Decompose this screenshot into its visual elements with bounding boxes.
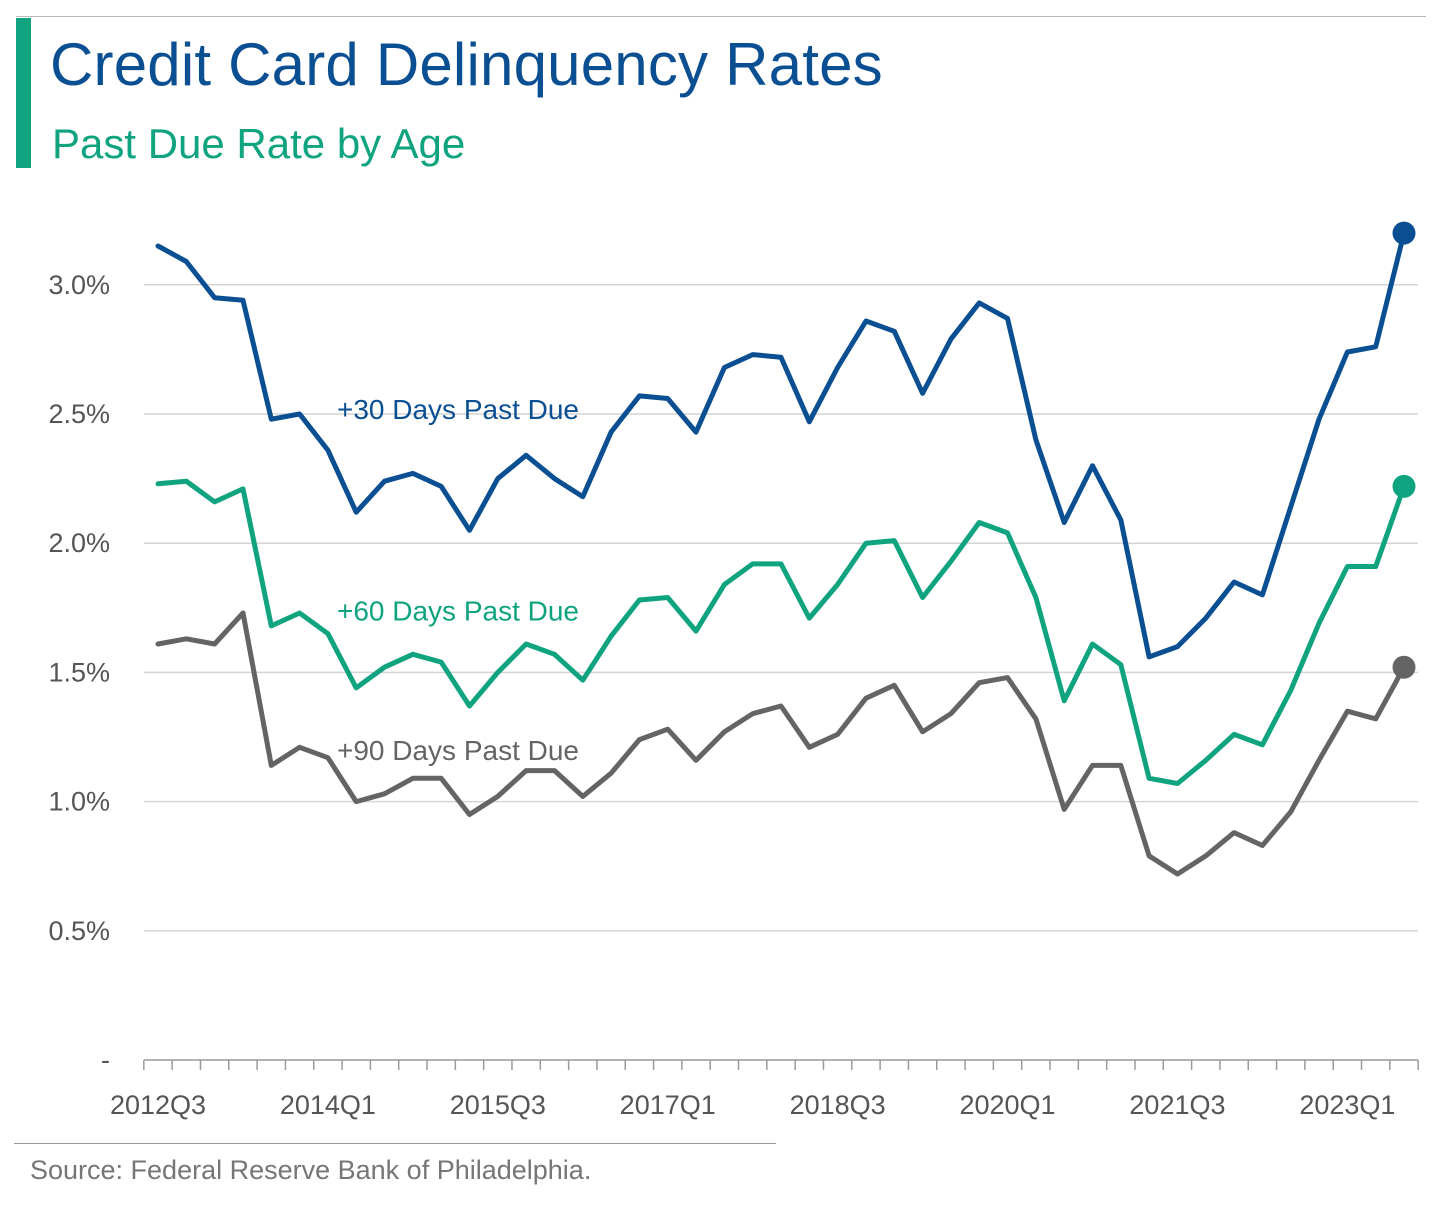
y-tick-label: 3.0%: [48, 270, 110, 300]
series-lines: [155, 221, 1416, 877]
series-30-days-line: [155, 230, 1407, 660]
series-30-days-label: +30 Days Past Due: [337, 394, 579, 425]
y-tick-label: 0.5%: [48, 916, 110, 946]
series-60-days-endpoint: [1392, 474, 1416, 498]
x-tick-label: 2018Q3: [790, 1090, 886, 1120]
series-60-days-label: +60 Days Past Due: [337, 595, 579, 626]
x-tick-label: 2020Q1: [959, 1090, 1055, 1120]
x-tick-label: 2017Q1: [620, 1090, 716, 1120]
footer-divider: [14, 1143, 776, 1144]
chart-subtitle: Past Due Rate by Age: [52, 120, 466, 167]
y-tick-label: 2.5%: [48, 399, 110, 429]
line-chart: -0.5%1.0%1.5%2.0%2.5%3.0% 2012Q3 2014Q1 20…: [48, 221, 1419, 1120]
series-90-days-label: +90 Days Past Due: [337, 735, 579, 766]
x-tick-label: 2014Q1: [280, 1090, 376, 1120]
top-divider: [16, 16, 1426, 17]
series-30-days-endpoint: [1392, 221, 1416, 245]
x-tick-label: 2021Q3: [1129, 1090, 1225, 1120]
y-tick-label: 1.5%: [48, 657, 110, 687]
series-labels: +30 Days Past Due +60 Days Past Due +90 Da…: [337, 394, 579, 766]
series-60-days-line: [155, 478, 1407, 786]
chart-title: Credit Card Delinquency Rates: [50, 31, 883, 98]
x-tick-label: 2015Q3: [450, 1090, 546, 1120]
x-axis: 2012Q3 2014Q1 2015Q3 2017Q1 2018Q3 2020Q1 2021…: [110, 1059, 1419, 1120]
y-tick-label: 1.0%: [48, 787, 110, 817]
y-tick-label: 2.0%: [48, 528, 110, 558]
source-note: Source: Federal Reserve Bank of Philadel…: [30, 1155, 592, 1185]
series-90-days-line: [155, 610, 1407, 877]
x-tick-label: 2023Q1: [1299, 1090, 1395, 1120]
series-90-days-endpoint: [1392, 655, 1416, 679]
title-accent-bar: [16, 18, 31, 168]
y-tick-label: -: [101, 1045, 110, 1075]
x-tick-label: 2012Q3: [110, 1090, 206, 1120]
